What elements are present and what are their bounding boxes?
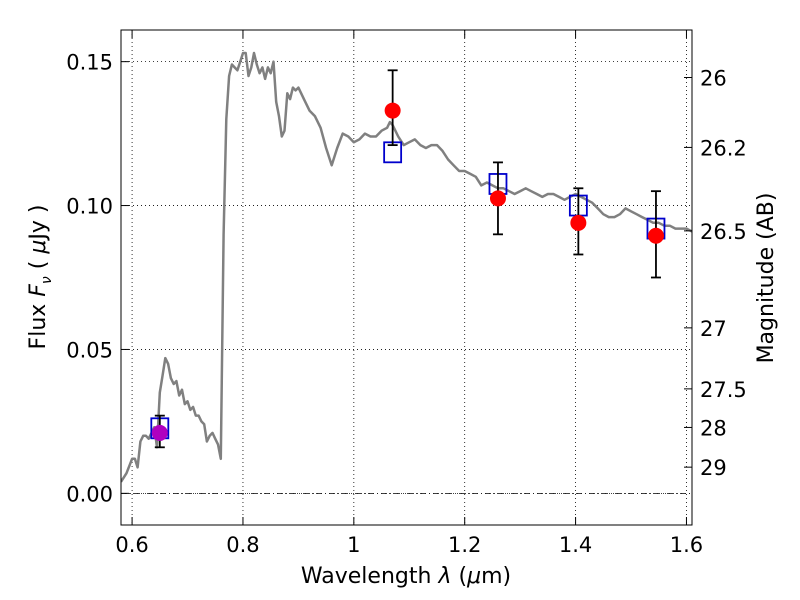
observed-point-marker: [647, 227, 664, 244]
plot-frame: [120, 29, 693, 526]
x-tick-label: 1.6: [670, 533, 703, 557]
x-tick-label: 1: [347, 533, 360, 557]
y-tick-label: 0.15: [66, 51, 113, 75]
observed-point-marker: [489, 190, 506, 207]
axis-ticks: 0.6 0.8 1 1.2 1.4 1.6 0.00 0.05 0.10 0.15 26 26.2 26…: [66, 30, 747, 557]
y-axis-label: Flux Fν ( μJy ): [26, 205, 55, 350]
x-tick-label: 1.2: [448, 533, 481, 557]
x-tick-label: 1.4: [559, 533, 592, 557]
observed-point-marker: [384, 102, 401, 119]
data-points: [150, 69, 666, 449]
y2-tick-label: 27.5: [700, 378, 747, 402]
grid-lines: [121, 30, 692, 525]
y2-tick-label: 28: [700, 416, 727, 440]
y2-tick-label: 29: [700, 456, 727, 480]
optical-point-marker: [151, 424, 168, 441]
y2-tick-label: 26.5: [700, 220, 747, 244]
y2-tick-label: 27: [700, 317, 727, 341]
observed-point-marker: [570, 214, 587, 231]
y2-tick-label: 26: [700, 66, 727, 90]
spectrum-line: [121, 51, 692, 483]
x-tick-label: 0.8: [226, 533, 259, 557]
x-axis-label: Wavelength λ (μm): [301, 564, 511, 589]
y2-tick-label: 26.2: [700, 136, 747, 160]
x-tick-label: 0.6: [115, 533, 148, 557]
plot-area: [121, 51, 692, 483]
y-tick-label: 0.10: [66, 195, 113, 219]
y2-axis-label: Magnitude (AB): [754, 193, 779, 364]
y-tick-label: 0.05: [66, 338, 113, 362]
y-tick-label: 0.00: [66, 482, 113, 506]
